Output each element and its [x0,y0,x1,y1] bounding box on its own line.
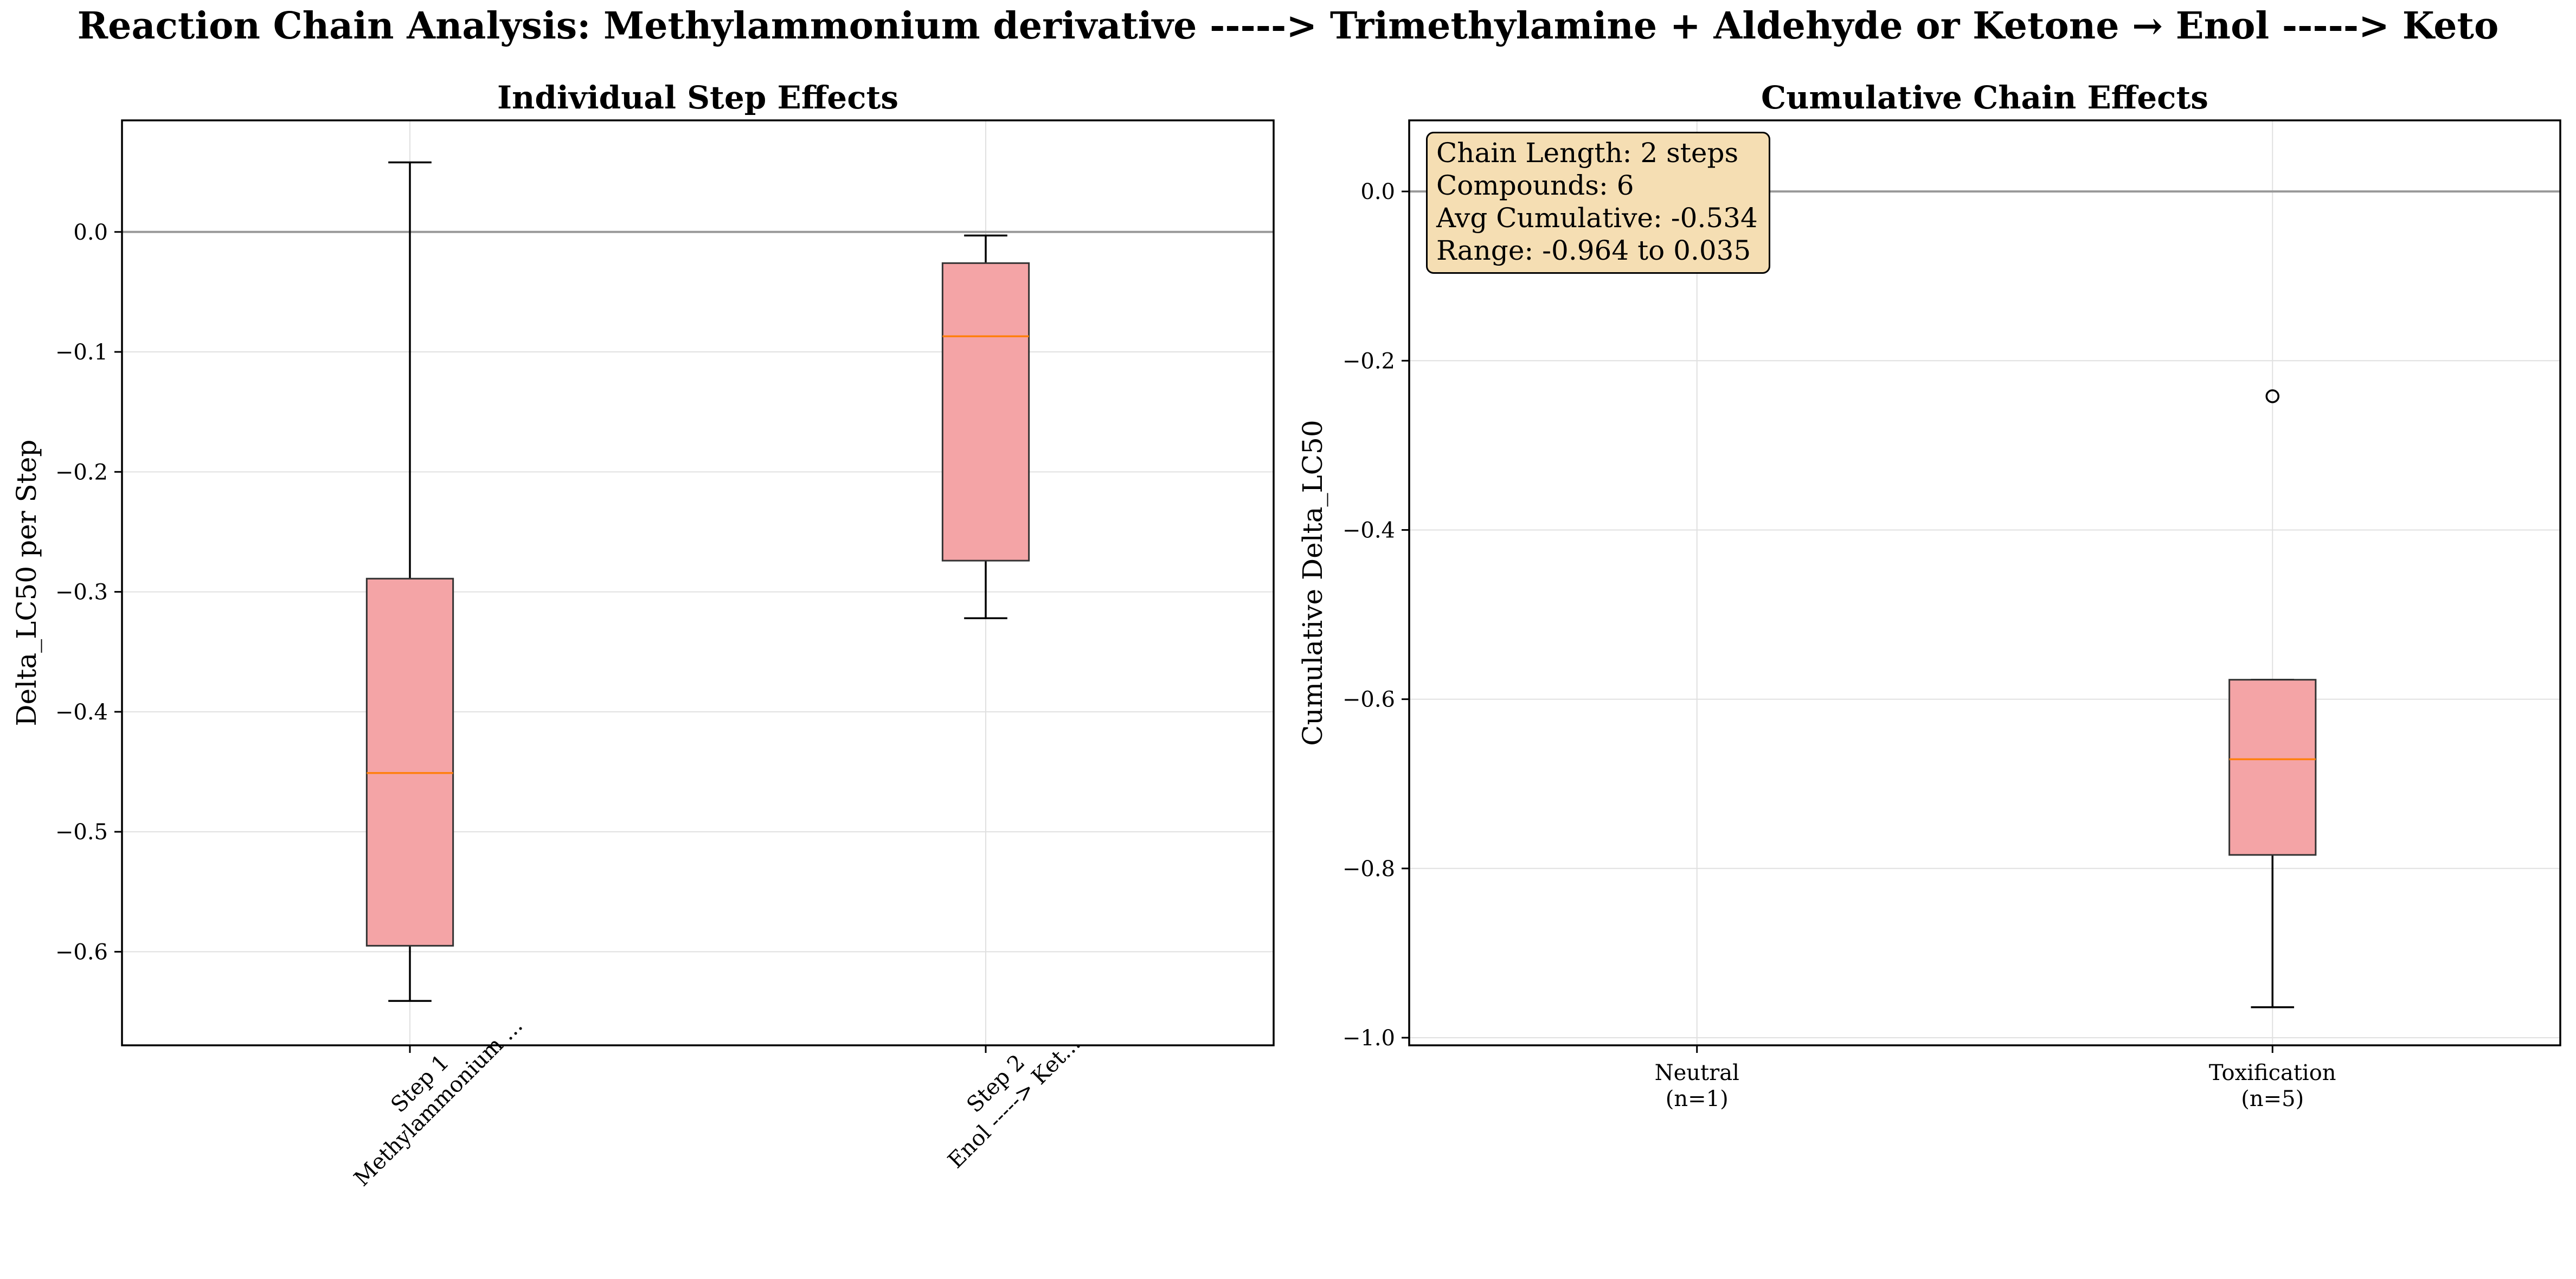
y-tick-label: −0.2 [1342,349,1395,374]
y-tick-label: −0.4 [55,700,108,725]
annotation-range: Range: -0.964 to 0.035 [1436,235,1751,266]
x-tick-label: Step 2Enol -----> Ket... [925,1013,1085,1173]
x-tick-label: Step 1Methylammonium ... [331,994,528,1191]
individual-step-effects-panel: Individual Step Effects 0.0 −0.1 −0.2 −0.3 −0… [11,79,1275,1191]
y-axis-label: Delta_LC50 per Step [11,440,42,727]
y-tick-label: −0.8 [1342,857,1395,882]
panel-title: Cumulative Chain Effects [1761,79,2208,116]
y-tick-label: −1.0 [1342,1026,1395,1051]
x-tick-label-line: Methylammonium ... [349,1013,528,1191]
y-tick-label: 0.0 [73,220,108,245]
annotation-avg-cumulative: Avg Cumulative: -0.534 [1436,202,1758,234]
axes-frame [1408,119,2561,1046]
cumulative-chain-effects-panel: Cumulative Chain Effects 0.0 −0.2 −0.4 −0.6 −… [1297,79,2561,1111]
box-iqr [2228,679,2317,856]
y-tick-label: −0.5 [55,820,108,845]
y-tick-label: −0.6 [55,940,108,965]
box-iqr [365,577,454,947]
y-tick-label: 0.0 [1360,179,1395,204]
y-tick-label: −0.3 [55,580,108,605]
box-plot-2 [941,234,1030,620]
box-plot-1 [365,161,454,1002]
x-tick-label: (n=1) [1666,1087,1729,1111]
y-tick-label: −0.2 [55,460,108,485]
panel-title: Individual Step Effects [497,79,898,116]
annotation-chain-length: Chain Length: 2 steps [1436,137,1739,169]
y-tick-label: −0.4 [1342,518,1395,543]
figure-title: Reaction Chain Analysis: Methylammonium … [77,4,2499,48]
x-tick-label: Toxification [2209,1061,2336,1085]
y-tick-label: −0.6 [1342,687,1395,712]
y-tick-label: −0.1 [55,340,108,365]
chain-summary-annotation: Chain Length: 2 steps Compounds: 6 Avg C… [1426,132,1770,274]
x-tick-label: (n=5) [2241,1087,2304,1111]
box-plot-2 [2228,389,2317,1008]
x-tick-label: Neutral [1655,1061,1739,1085]
outlier-point [2265,389,2279,403]
annotation-compounds: Compounds: 6 [1436,170,1634,201]
box-iqr [941,262,1030,562]
axes-frame [121,119,1275,1046]
y-axis-label: Cumulative Delta_LC50 [1297,420,1328,745]
